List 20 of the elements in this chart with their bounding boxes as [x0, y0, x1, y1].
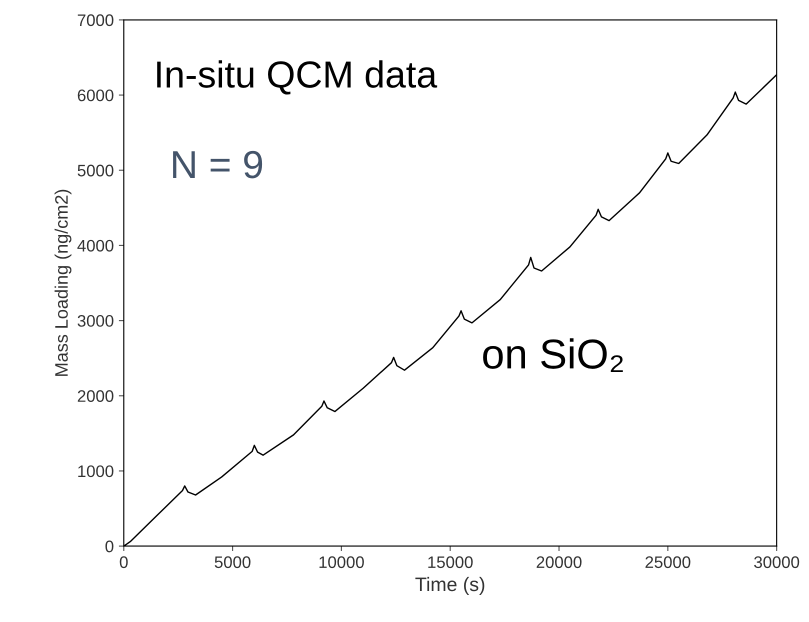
y-tick-label: 2000 — [78, 390, 114, 402]
annotation: N = 9 — [173, 150, 262, 178]
y-tick-label: 4000 — [77, 240, 114, 252]
x-tick-label: 15000 — [428, 556, 473, 568]
y-tick-label: 5000 — [78, 164, 114, 176]
x-tick-label: 0 — [120, 556, 128, 568]
y-tick-label: 7000 — [78, 14, 114, 26]
y-axis-title: Mass Loading (ng/cm2) — [54, 190, 72, 376]
x-tick-label: 25000 — [645, 556, 690, 568]
annotation: on SiO₂ — [483, 338, 623, 372]
x-tick-label: 20000 — [536, 556, 582, 568]
y-tick-label: 0 — [105, 540, 114, 552]
x-tick-label: 5000 — [214, 556, 250, 568]
y-tick-label: 3000 — [78, 315, 114, 327]
x-axis-title: Time (s) — [415, 576, 484, 596]
x-tick-label: 30000 — [754, 556, 800, 568]
x-tick-label: 10000 — [320, 556, 364, 568]
y-tick-label: 1000 — [78, 465, 114, 478]
y-tick-label: 6000 — [78, 89, 114, 102]
annotation: In-situ QCM data — [157, 60, 438, 95]
